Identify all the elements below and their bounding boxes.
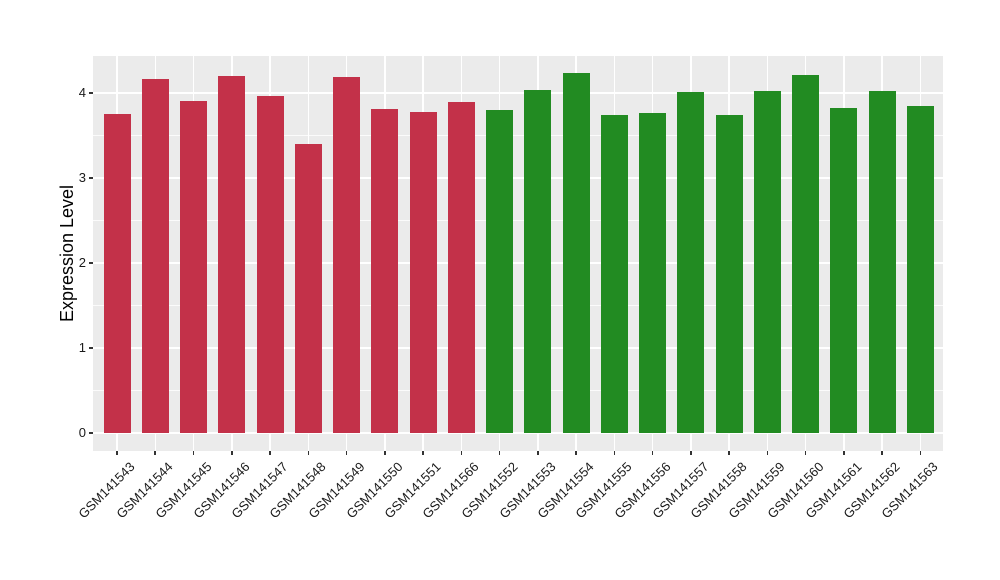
y-tick-4 — [89, 92, 93, 94]
major-gridline-y3 — [93, 177, 943, 179]
y-tick-3 — [89, 177, 93, 179]
major-gridline-y4 — [93, 92, 943, 94]
x-tick-GSM141563 — [919, 451, 922, 455]
y-tick-label-2: 2 — [78, 255, 86, 270]
y-tick-label-4: 4 — [78, 85, 86, 100]
x-tick-GSM141545 — [192, 451, 195, 455]
bar-GSM141543 — [103, 114, 131, 433]
y-tick-label-1: 1 — [78, 340, 86, 355]
x-tick-GSM141553 — [537, 451, 539, 455]
x-tick-GSM141559 — [766, 451, 769, 455]
y-axis-title-wrap: Expression Level — [57, 56, 79, 451]
plot-panel — [93, 56, 943, 451]
x-tick-GSM141551 — [422, 451, 424, 455]
bar-GSM141562 — [868, 91, 896, 433]
bar-GSM141549 — [333, 76, 361, 433]
y-tick-label-0: 0 — [78, 425, 86, 440]
bar-GSM141547 — [256, 96, 284, 433]
minor-gridline-y2.5 — [93, 220, 943, 221]
bar-GSM141548 — [294, 144, 322, 433]
minor-gridline-y0.5 — [93, 390, 943, 391]
y-axis-title: Expression Level — [57, 184, 78, 323]
bar-GSM141561 — [830, 108, 858, 433]
bar-GSM141554 — [562, 73, 590, 433]
minor-gridline-y1.5 — [93, 305, 943, 306]
bar-GSM141544 — [141, 78, 169, 433]
x-tick-GSM141554 — [575, 451, 577, 455]
bar-GSM141563 — [906, 105, 934, 433]
x-tick-GSM141552 — [498, 451, 501, 455]
y-tick-1 — [89, 347, 93, 349]
x-tick-GSM141562 — [881, 451, 883, 455]
y-tick-0 — [89, 432, 93, 434]
y-tick-label-3: 3 — [78, 170, 86, 185]
bar-GSM141557 — [677, 92, 705, 433]
y-tick-2 — [89, 262, 93, 264]
x-tick-GSM141555 — [613, 451, 616, 455]
bar-GSM141560 — [792, 75, 820, 433]
bar-GSM141566 — [447, 102, 475, 433]
bar-GSM141552 — [486, 110, 514, 433]
major-gridline-y0 — [93, 432, 943, 434]
x-tick-GSM141544 — [154, 451, 157, 455]
x-tick-GSM141556 — [651, 451, 654, 455]
x-tick-GSM141560 — [804, 451, 807, 455]
major-gridline-y2 — [93, 262, 943, 264]
major-gridline-y1 — [93, 347, 943, 349]
x-tick-GSM141546 — [230, 451, 233, 455]
bar-GSM141559 — [753, 91, 781, 433]
bar-GSM141558 — [715, 115, 743, 433]
x-tick-GSM141550 — [384, 451, 386, 455]
x-tick-GSM141561 — [843, 451, 845, 455]
bar-GSM141553 — [524, 89, 552, 433]
x-tick-GSM141558 — [728, 451, 730, 455]
x-tick-GSM141549 — [345, 451, 348, 455]
minor-gridline-y3.5 — [93, 135, 943, 136]
bar-GSM141555 — [600, 115, 628, 433]
x-tick-GSM141557 — [690, 451, 692, 455]
x-tick-GSM141548 — [307, 451, 310, 455]
bar-GSM141546 — [218, 76, 246, 433]
x-tick-GSM141566 — [460, 451, 463, 455]
bar-GSM141550 — [371, 109, 399, 433]
x-tick-GSM141547 — [269, 451, 271, 455]
bar-GSM141556 — [639, 113, 667, 433]
x-tick-GSM141543 — [116, 451, 118, 455]
bar-GSM141551 — [409, 111, 437, 433]
bar-GSM141545 — [180, 100, 208, 433]
